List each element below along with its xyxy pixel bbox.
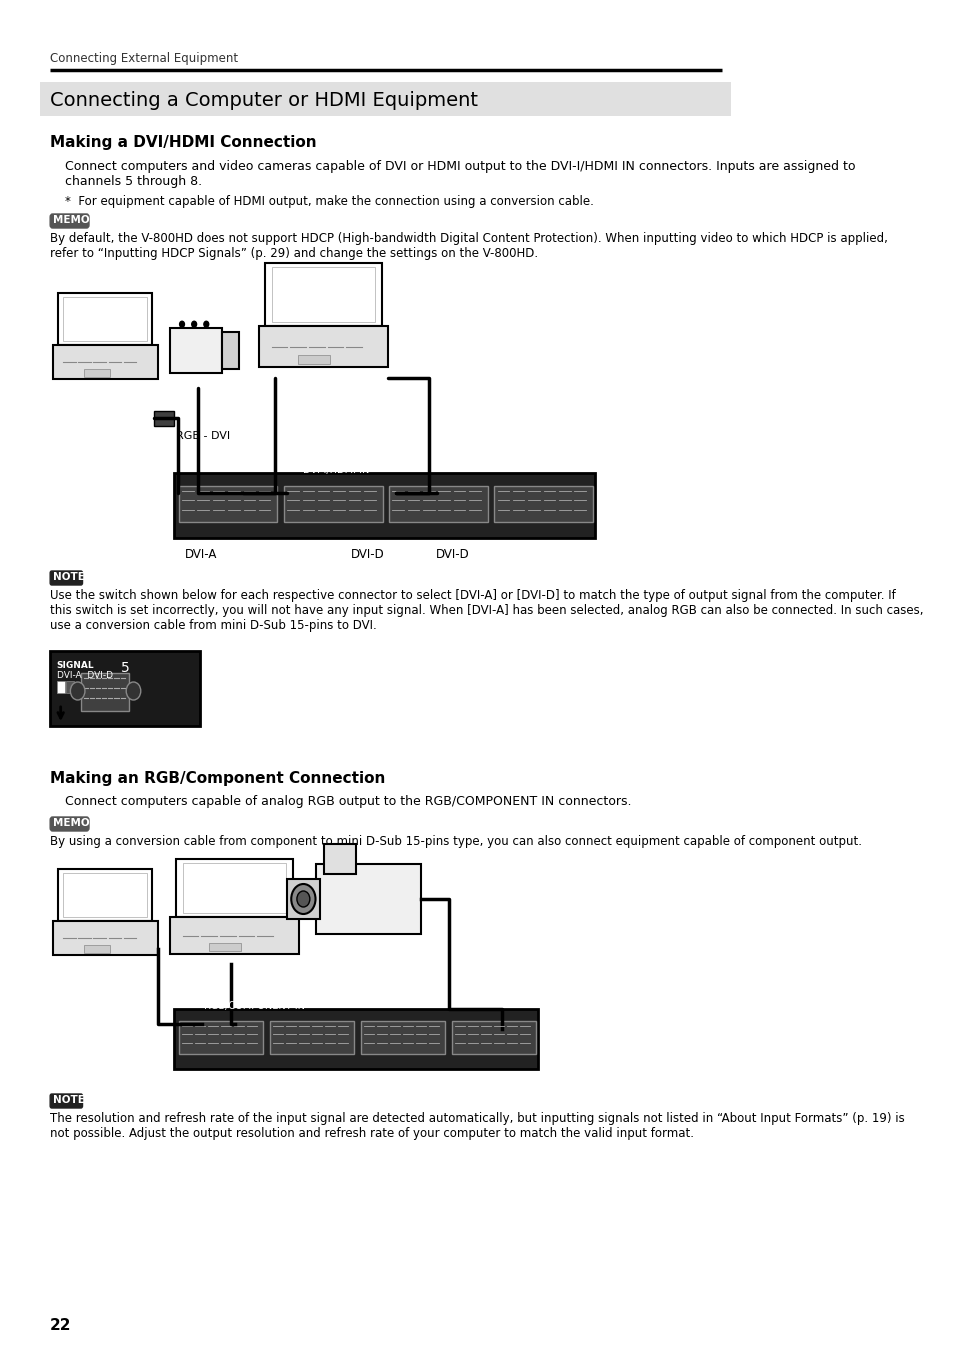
Text: 5: 5: [121, 661, 130, 676]
Bar: [170, 917, 299, 954]
Text: DVI-A  DVI-D: DVI-A DVI-D: [56, 671, 112, 680]
Bar: [287, 880, 319, 919]
Bar: [170, 328, 222, 373]
Text: RGB - DVI: RGB - DVI: [176, 431, 231, 440]
FancyBboxPatch shape: [51, 571, 82, 585]
Bar: [178, 486, 277, 521]
Bar: [84, 944, 111, 952]
Bar: [173, 1009, 537, 1069]
Bar: [265, 263, 381, 326]
FancyBboxPatch shape: [51, 817, 89, 831]
Bar: [81, 673, 130, 711]
Circle shape: [126, 682, 141, 700]
Bar: [494, 486, 593, 521]
Circle shape: [204, 322, 209, 327]
Text: Use the switch shown below for each respective connector to select [DVI-A] or [D: Use the switch shown below for each resp…: [51, 589, 923, 632]
FancyBboxPatch shape: [51, 1094, 82, 1108]
Bar: [315, 865, 420, 934]
Text: RGB/COMPONENT IN: RGB/COMPONENT IN: [204, 1001, 305, 1011]
Bar: [51, 651, 199, 725]
Bar: [52, 346, 157, 378]
Text: Making an RGB/Component Connection: Making an RGB/Component Connection: [51, 771, 385, 786]
Circle shape: [291, 884, 315, 915]
Bar: [272, 267, 375, 323]
Bar: [63, 297, 147, 342]
Text: 22: 22: [51, 1319, 71, 1333]
Bar: [297, 355, 330, 365]
Bar: [56, 681, 65, 693]
Bar: [258, 326, 388, 366]
Text: DVI-I/HDMI IN: DVI-I/HDMI IN: [302, 465, 369, 476]
Text: *  For equipment capable of HDMI output, make the connection using a conversion : * For equipment capable of HDMI output, …: [65, 195, 593, 208]
Bar: [270, 1021, 354, 1054]
FancyBboxPatch shape: [51, 213, 89, 228]
Text: Connect computers capable of analog RGB output to the RGB/COMPONENT IN connector: Connect computers capable of analog RGB …: [65, 794, 631, 808]
Text: By default, the V-800HD does not support HDCP (High-bandwidth Digital Content Pr: By default, the V-800HD does not support…: [51, 232, 887, 259]
Bar: [40, 82, 731, 116]
Circle shape: [179, 322, 184, 327]
Circle shape: [71, 682, 85, 700]
Text: MEMO: MEMO: [52, 215, 90, 226]
Text: The resolution and refresh rate of the input signal are detected automatically, : The resolution and refresh rate of the i…: [51, 1112, 904, 1140]
Bar: [67, 681, 74, 693]
Bar: [209, 943, 241, 951]
Text: Connecting External Equipment: Connecting External Equipment: [51, 51, 238, 65]
Text: SIGNAL: SIGNAL: [56, 661, 94, 670]
Bar: [58, 869, 152, 921]
Bar: [84, 369, 111, 377]
Bar: [389, 486, 487, 521]
Bar: [222, 332, 238, 369]
Bar: [153, 411, 173, 426]
Text: Making a DVI/HDMI Connection: Making a DVI/HDMI Connection: [51, 135, 316, 150]
Text: Connecting a Computer or HDMI Equipment: Connecting a Computer or HDMI Equipment: [51, 91, 477, 109]
Circle shape: [192, 322, 196, 327]
Text: Connect computers and video cameras capable of DVI or HDMI output to the DVI-I/H: Connect computers and video cameras capa…: [65, 159, 854, 188]
Text: By using a conversion cable from component to mini D-Sub 15-pins type, you can a: By using a conversion cable from compone…: [51, 835, 862, 848]
Bar: [323, 844, 355, 874]
Bar: [176, 859, 293, 917]
Text: MEMO: MEMO: [52, 817, 90, 828]
Bar: [173, 473, 594, 538]
Text: NOTE: NOTE: [52, 571, 85, 582]
Bar: [360, 1021, 445, 1054]
Bar: [52, 921, 157, 955]
Bar: [178, 1021, 263, 1054]
Text: DVI-A: DVI-A: [184, 549, 216, 561]
Text: NOTE: NOTE: [52, 1096, 85, 1105]
Bar: [58, 293, 152, 346]
Bar: [63, 873, 147, 917]
Bar: [452, 1021, 536, 1054]
Text: DVI-D: DVI-D: [351, 549, 385, 561]
Text: DVI-D: DVI-D: [436, 549, 470, 561]
Circle shape: [296, 892, 310, 907]
Bar: [183, 863, 286, 913]
Bar: [284, 486, 382, 521]
